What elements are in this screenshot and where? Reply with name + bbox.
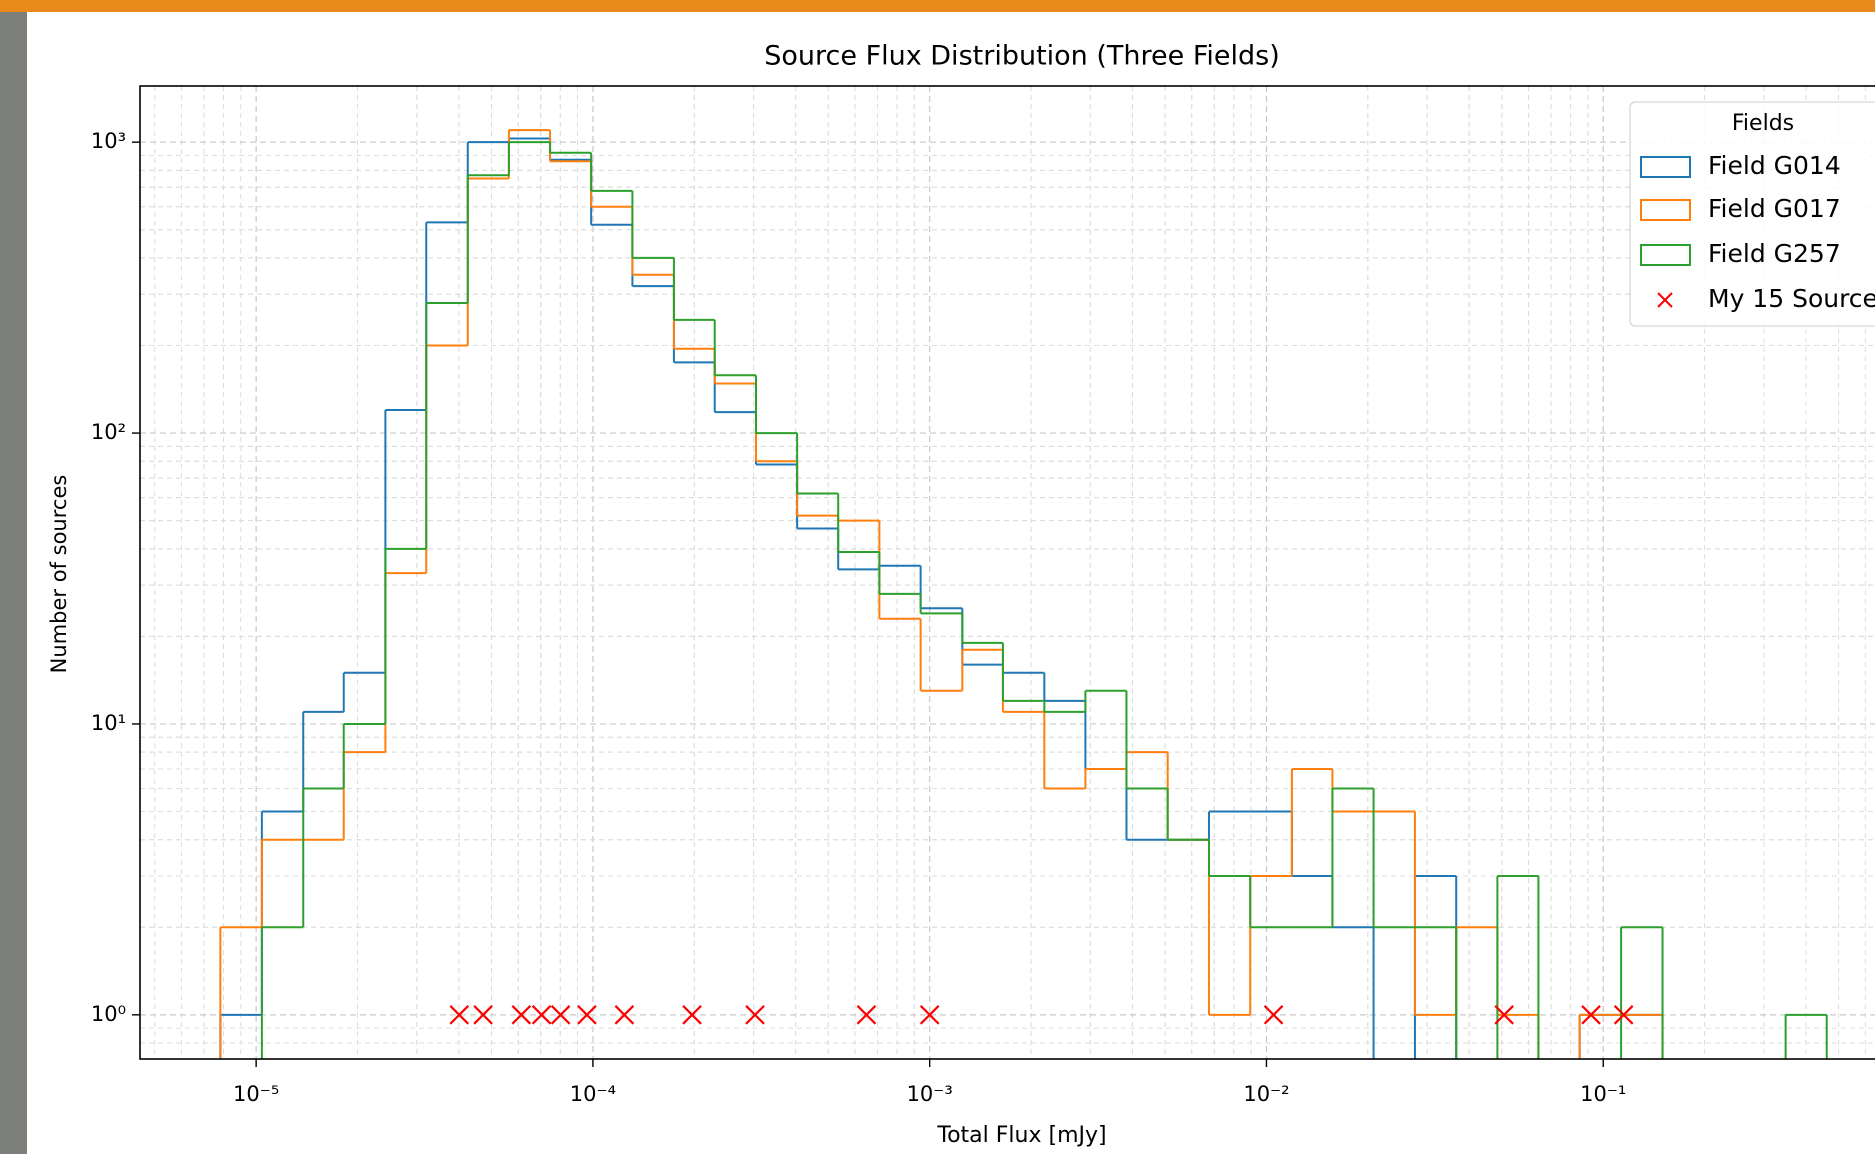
x-tick-label: 10⁻⁴ (570, 1082, 616, 1106)
legend-label: Field G017 (1708, 194, 1841, 223)
legend-label: Field G257 (1708, 239, 1841, 268)
y-tick-label: 10² (91, 420, 126, 444)
legend-swatch (1640, 156, 1691, 178)
legend-title: Fields (1732, 111, 1794, 136)
x-tick-label: 10⁻³ (907, 1082, 953, 1106)
top-bar (0, 0, 1875, 12)
grid (140, 86, 1875, 1059)
source-marker (682, 1005, 702, 1025)
legend: Fields Field G014 Field G017 Field G257 My … (1629, 101, 1875, 327)
source-marker (511, 1005, 532, 1025)
source-marker (577, 1005, 597, 1025)
legend-box (1629, 101, 1875, 327)
axes-frame (139, 85, 1875, 1060)
y-tick-label: 10³ (91, 129, 126, 153)
x-axis-label: Total Flux [mJy] (936, 1123, 1106, 1148)
source-marker (1581, 1005, 1601, 1025)
x-tick-label: 10⁻² (1243, 1082, 1289, 1106)
source-marker (550, 1005, 571, 1025)
plot-area (219, 129, 1828, 1059)
source-marker (919, 1005, 940, 1025)
source-marker (745, 1005, 765, 1025)
x-tick-label: 10⁻¹ (1580, 1082, 1626, 1106)
y-tick-label: 10¹ (91, 711, 126, 735)
legend-swatch (1640, 199, 1691, 221)
y-tick-label: 10⁰ (91, 1002, 126, 1026)
source-marker (531, 1005, 552, 1025)
source-marker (1613, 1005, 1634, 1025)
legend-label: My 15 Sources (1708, 284, 1875, 313)
side-strip (0, 0, 27, 1154)
source-marker (856, 1005, 877, 1025)
legend-marker (1657, 292, 1673, 308)
source-marker (1263, 1005, 1284, 1025)
source-marker (473, 1005, 493, 1025)
chart-title: Source Flux Distribution (Three Fields) (764, 41, 1280, 72)
source-marker (1494, 1005, 1514, 1025)
source-marker (449, 1005, 470, 1025)
legend-swatch (1640, 244, 1691, 266)
source-marker (614, 1005, 635, 1025)
legend-label: Field G014 (1708, 151, 1841, 180)
x-tick-label: 10⁻⁵ (233, 1082, 279, 1106)
y-axis-label: Number of sources (47, 475, 71, 674)
